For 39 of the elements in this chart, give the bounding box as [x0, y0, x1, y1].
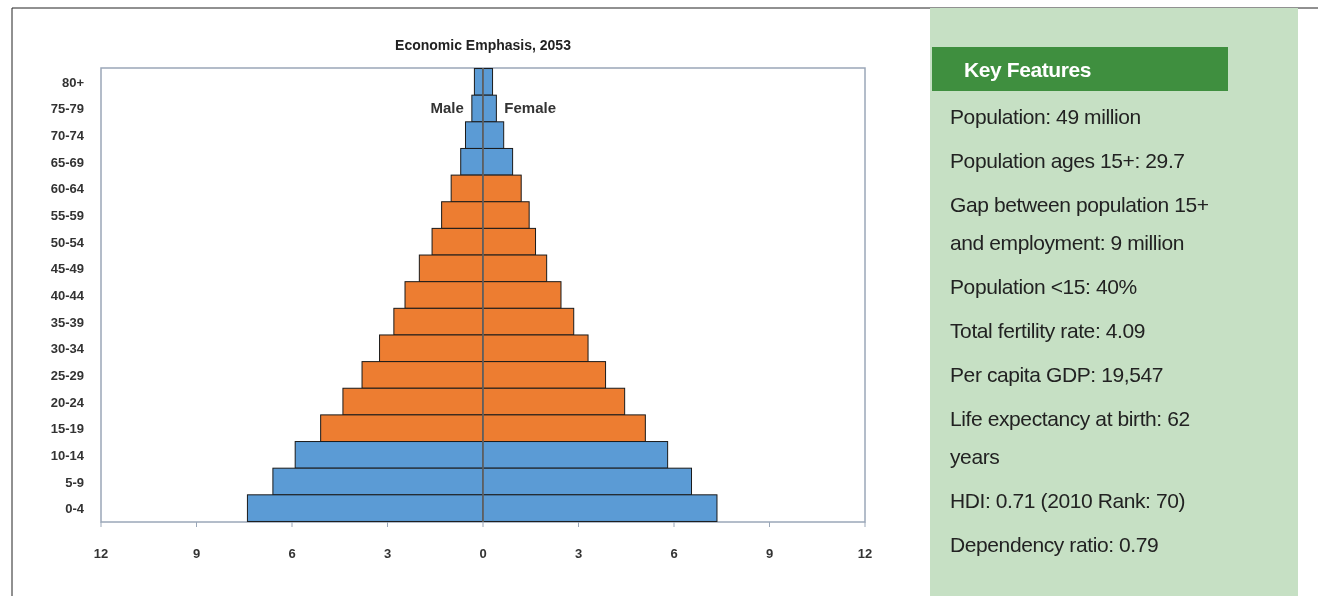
- x-tick-label: 3: [574, 546, 583, 561]
- y-tick-label: 60-64: [50, 181, 85, 197]
- text: Key Features: [964, 58, 1092, 81]
- text: HDI: 0.71 (2010 Rank: 70): [950, 489, 1186, 512]
- x-tick-label: 12: [857, 546, 873, 561]
- y-tick-label: 55-59: [50, 208, 84, 224]
- text: Population: 49 million: [950, 105, 1141, 128]
- y-tick-label: 30-34: [50, 341, 85, 357]
- x-tick-label: 3: [383, 546, 392, 561]
- y-tick-label: 0-4: [65, 501, 85, 517]
- y-tick-label: 45-49: [50, 261, 84, 277]
- text: Gap between population 15+ and employment: 9 million: [950, 193, 1209, 254]
- text: Dependency ratio: 0.79: [950, 533, 1159, 556]
- y-tick-label: 80+: [61, 74, 85, 90]
- text: Population <15: 40%: [950, 275, 1137, 298]
- x-tick-label: 6: [670, 546, 678, 561]
- x-tick-label: 9: [765, 546, 774, 561]
- text: Per capita GDP: 19,547: [950, 363, 1163, 386]
- y-tick-label: 35-39: [50, 314, 84, 330]
- x-tick-label: 9: [192, 546, 201, 561]
- y-tick-label: 75-79: [50, 101, 84, 117]
- y-tick-label: 40-44: [50, 288, 85, 303]
- x-tick-label: 0: [479, 546, 487, 561]
- series-label: Male: [430, 99, 464, 117]
- y-tick-label: 25-29: [50, 367, 84, 383]
- x-tick-label: 6: [288, 546, 296, 561]
- text: Population ages 15+: 29.7: [950, 149, 1185, 172]
- y-tick-label: 65-69: [50, 154, 84, 170]
- y-tick-label: 5-9: [65, 474, 84, 490]
- series-label: Female: [504, 99, 557, 117]
- y-tick-label: 15-19: [50, 421, 84, 437]
- y-tick-label: 10-14: [50, 447, 85, 463]
- x-tick-label: 12: [93, 546, 109, 561]
- text: Total fertility rate: 4.09: [950, 319, 1146, 342]
- y-tick-label: 20-24: [50, 394, 85, 410]
- y-tick-label: 50-54: [50, 234, 85, 250]
- chart-title: Economic Emphasis, 2053: [395, 37, 572, 53]
- text: Life expectancy at birth: 62 years: [950, 407, 1190, 468]
- y-tick-label: 70-74: [50, 128, 85, 144]
